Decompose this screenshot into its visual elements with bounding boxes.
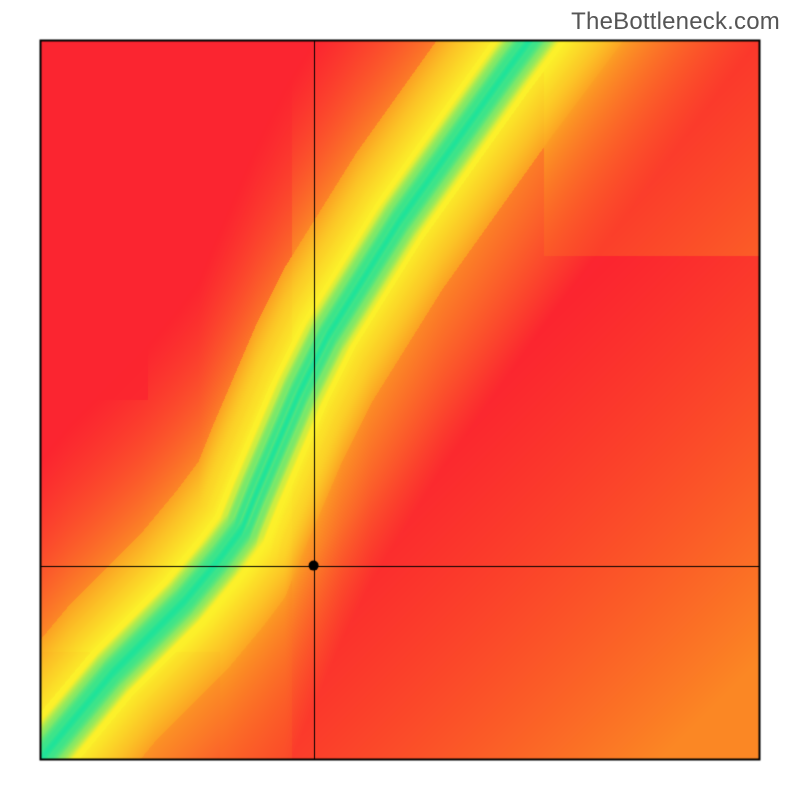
bottleneck-heatmap: [0, 0, 800, 800]
attribution-text: TheBottleneck.com: [571, 8, 780, 36]
